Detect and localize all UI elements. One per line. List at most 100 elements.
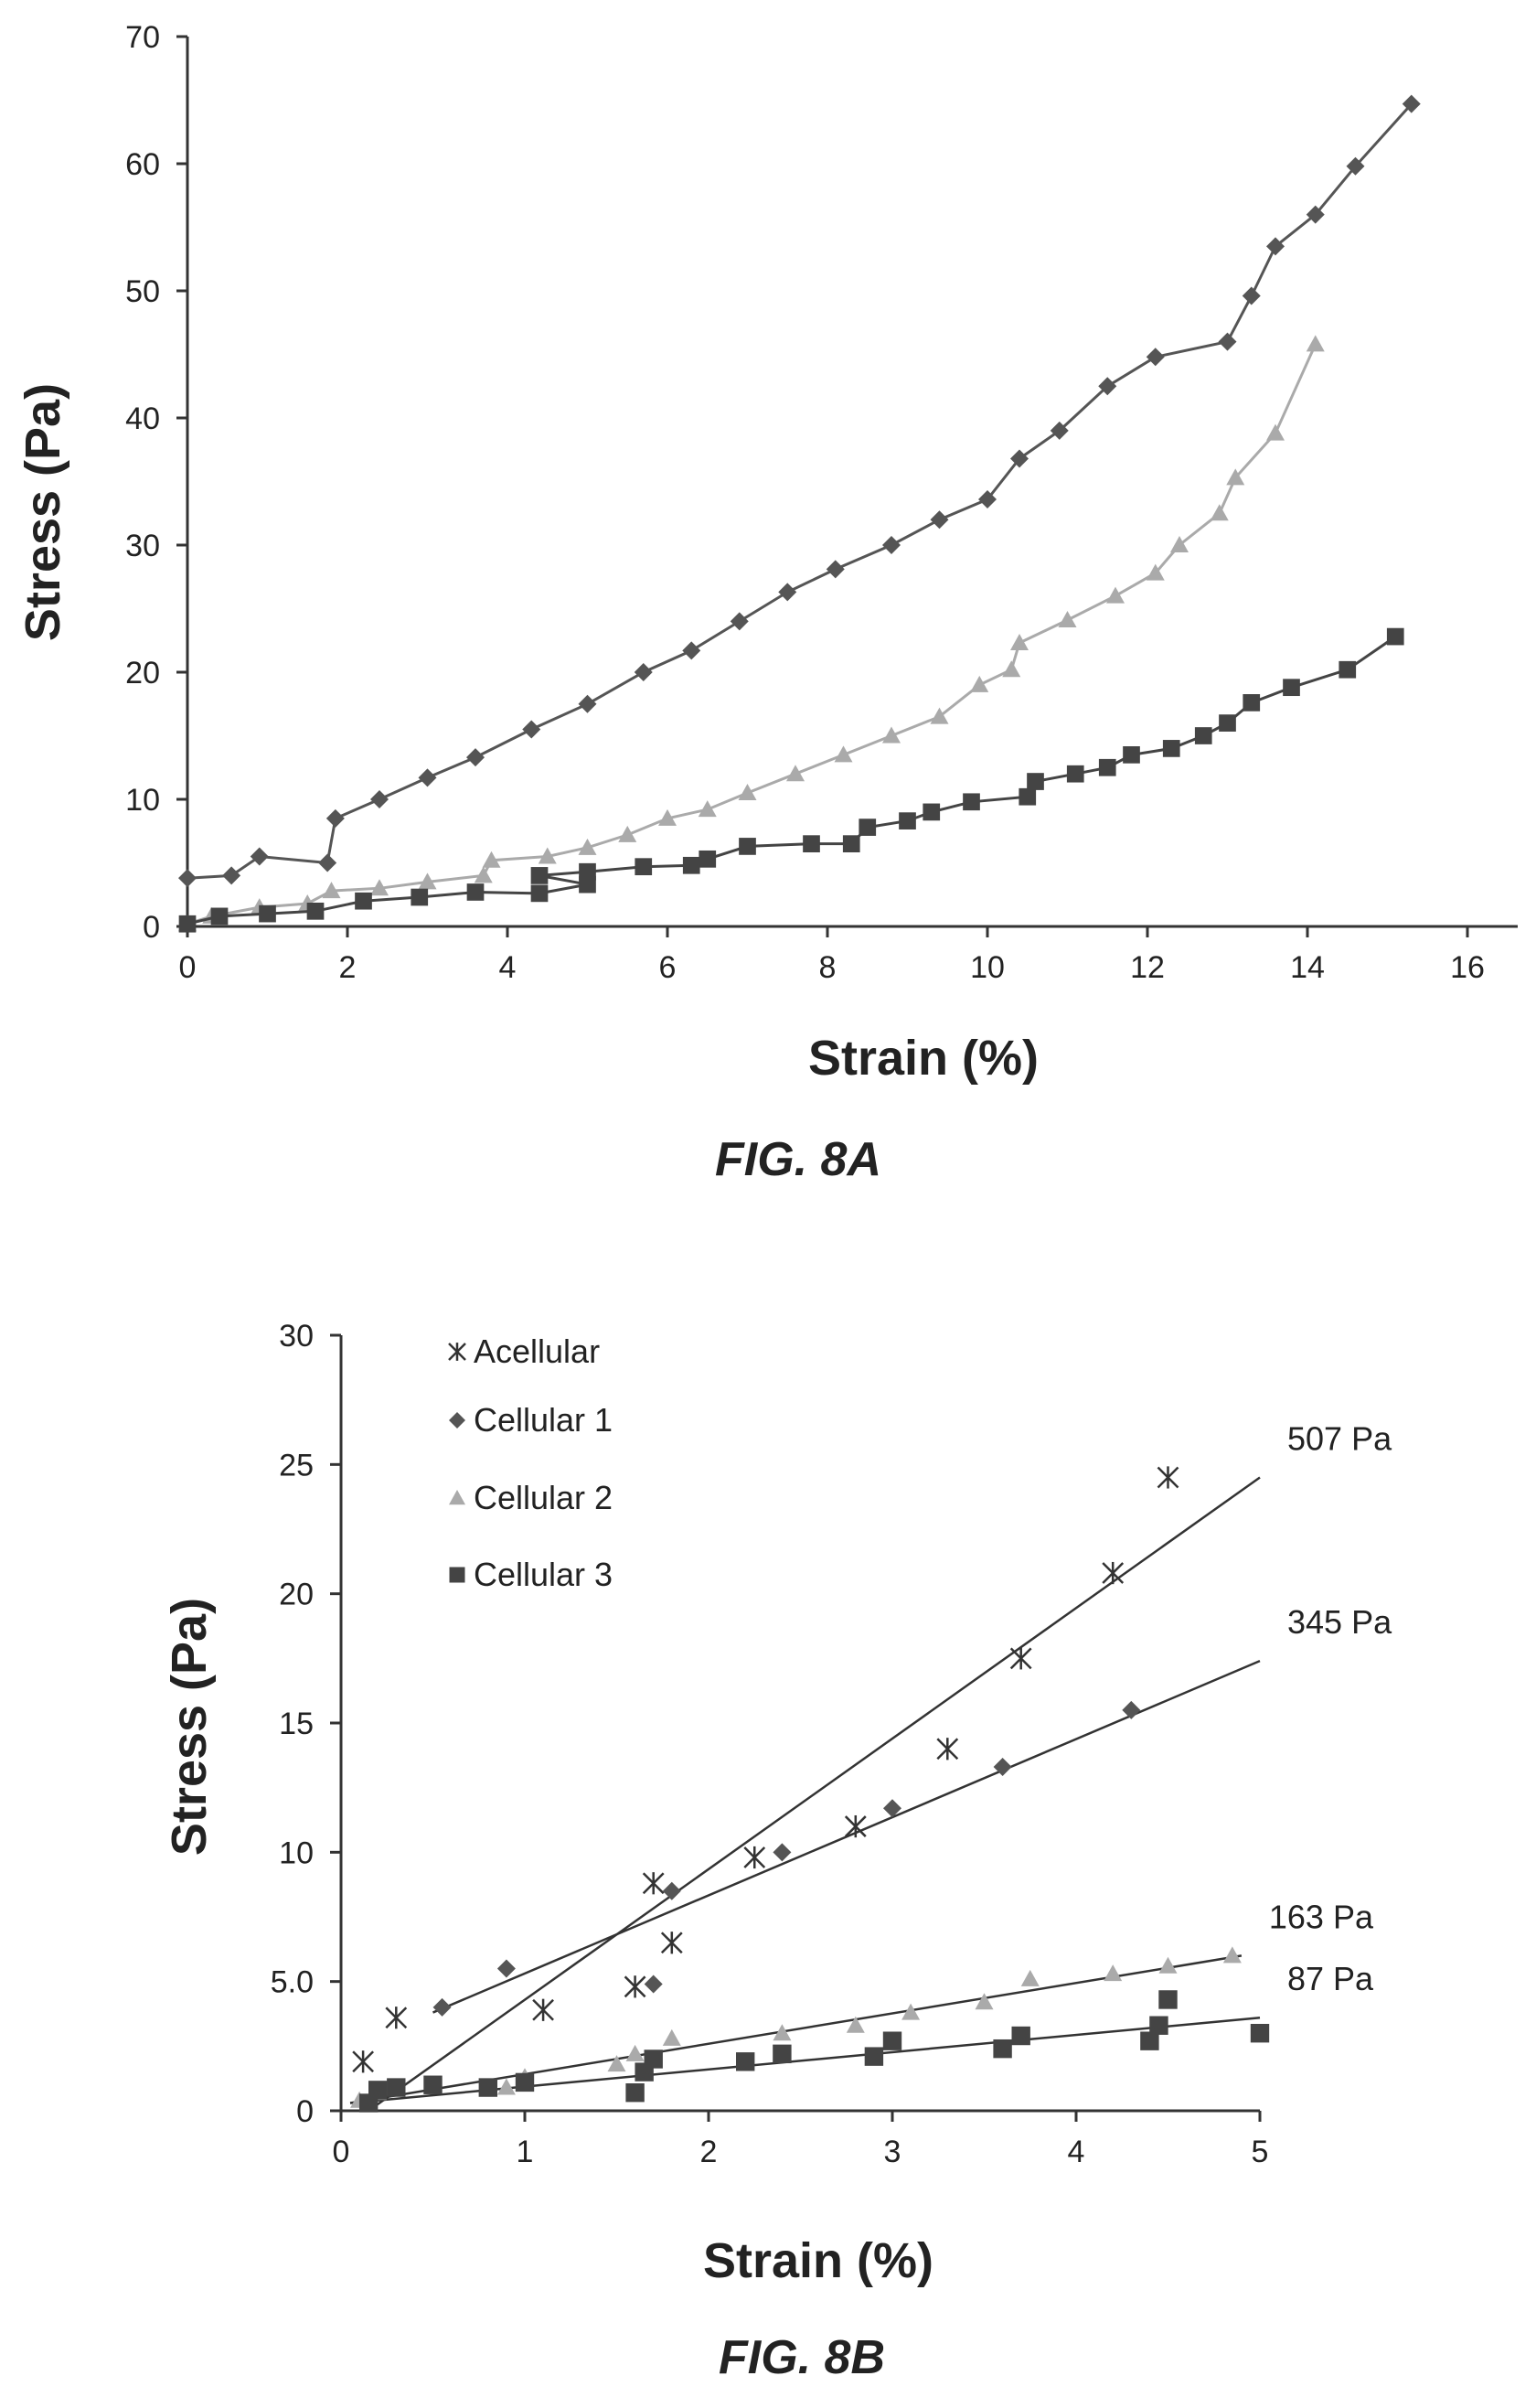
data-point — [1266, 237, 1285, 256]
data-point — [1402, 94, 1421, 113]
data-point — [578, 694, 597, 713]
fit-line — [368, 1476, 1261, 2113]
data-point — [993, 1758, 1012, 1777]
data-point — [1386, 627, 1404, 646]
x-tick-label: 0 — [179, 950, 197, 985]
series-1 — [178, 94, 1421, 888]
y-axis-title: Stress (Pa) — [16, 383, 70, 641]
data-point — [773, 2024, 792, 2041]
y-axis-title: Stress (Pa) — [162, 1598, 217, 1856]
data-point — [578, 838, 597, 855]
data-point — [936, 1738, 959, 1761]
data-point — [1140, 2031, 1159, 2050]
data-point — [318, 853, 337, 872]
x-tick-label: 10 — [970, 950, 1005, 985]
figure-caption: FIG. 8B — [719, 2331, 885, 2384]
data-point — [618, 825, 637, 842]
data-point — [259, 904, 276, 923]
data-point — [355, 892, 372, 910]
data-point — [474, 866, 493, 883]
data-point — [1123, 746, 1140, 764]
data-point — [532, 1998, 554, 2021]
data-point — [418, 768, 437, 787]
data-point — [1098, 758, 1116, 776]
legend-marker — [448, 1343, 466, 1361]
data-point — [1158, 1990, 1178, 2009]
data-point — [975, 1993, 994, 2010]
data-point — [739, 838, 756, 855]
data-point — [660, 1932, 683, 1954]
y-tick-label: 30 — [125, 529, 160, 563]
series-3 — [178, 627, 1404, 933]
data-point — [730, 612, 749, 631]
x-ticks: 0 2 4 6 8 10 12 14 16 — [179, 926, 1485, 985]
data-point — [642, 1872, 665, 1895]
data-point — [1102, 1561, 1125, 1585]
x-tick-label: 4 — [499, 950, 517, 985]
y-tick-label: 30 — [279, 1319, 314, 1354]
x-tick-label: 2 — [700, 2135, 718, 2169]
data-point — [1250, 2024, 1270, 2043]
fit-label: 163 Pa — [1269, 1898, 1374, 1935]
y-tick-label: 20 — [279, 1578, 314, 1612]
data-point — [1050, 421, 1069, 440]
data-point — [923, 803, 941, 821]
data-point — [466, 883, 485, 901]
y-tick-label: 50 — [125, 274, 160, 309]
data-point — [644, 1975, 663, 1994]
series-cellular-1 — [432, 1700, 1141, 2017]
y-tick-label: 40 — [125, 401, 160, 436]
x-tick-label: 5 — [1252, 2135, 1269, 2169]
legend-marker — [449, 1412, 465, 1429]
data-point — [387, 2078, 406, 2097]
data-point — [530, 867, 549, 884]
legend-item: Cellular 1 — [449, 1401, 613, 1439]
data-point — [1146, 348, 1165, 367]
series-group — [178, 94, 1421, 933]
data-point — [1170, 536, 1189, 552]
fit-label: 87 Pa — [1287, 1960, 1374, 1997]
fit-label: 345 Pa — [1287, 1603, 1392, 1641]
data-point — [370, 879, 389, 896]
y-tick-label: 0 — [296, 2094, 314, 2129]
x-tick-label: 6 — [659, 950, 677, 985]
data-point — [662, 2028, 681, 2046]
chart-fig-8a: 0 2 4 6 8 10 12 14 16 0 10 20 30 40 50 60 70 Strain (%)… — [16, 20, 1518, 1186]
data-point — [306, 902, 325, 920]
data-point — [662, 1881, 681, 1900]
series-acellular — [352, 1466, 1179, 2073]
x-axis-title: Strain (%) — [703, 2233, 933, 2288]
data-point — [883, 1799, 901, 1818]
data-point — [1306, 205, 1325, 224]
y-tick-label: 5.0 — [271, 1965, 314, 2000]
data-point — [1219, 714, 1236, 732]
data-point — [882, 726, 901, 744]
data-point — [736, 2052, 755, 2071]
data-point — [930, 510, 949, 530]
data-point — [1346, 156, 1365, 176]
data-point — [607, 2055, 626, 2072]
fit-annotations: 507 Pa 345 Pa 163 Pa 87 Pa — [1269, 1419, 1392, 1997]
data-point — [1027, 773, 1044, 790]
x-axis-title: Strain (%) — [808, 1031, 1039, 1086]
data-point — [1222, 1946, 1242, 1964]
data-point — [625, 2044, 645, 2061]
data-point — [901, 2003, 921, 2020]
data-point — [466, 748, 485, 767]
data-point — [385, 2007, 408, 2029]
x-tick-label: 4 — [1068, 2135, 1085, 2169]
data-point — [579, 862, 596, 881]
data-point — [222, 866, 241, 885]
data-point — [1210, 504, 1229, 521]
data-point — [423, 2075, 443, 2094]
data-point — [1106, 586, 1125, 604]
data-point — [970, 675, 989, 692]
data-point — [1122, 1700, 1141, 1719]
data-point — [370, 790, 389, 808]
data-point — [1002, 660, 1021, 678]
data-point — [1010, 634, 1029, 651]
data-point — [699, 850, 717, 868]
data-point — [1306, 335, 1325, 352]
data-point — [844, 1814, 867, 1838]
y-tick-label: 60 — [125, 147, 160, 182]
